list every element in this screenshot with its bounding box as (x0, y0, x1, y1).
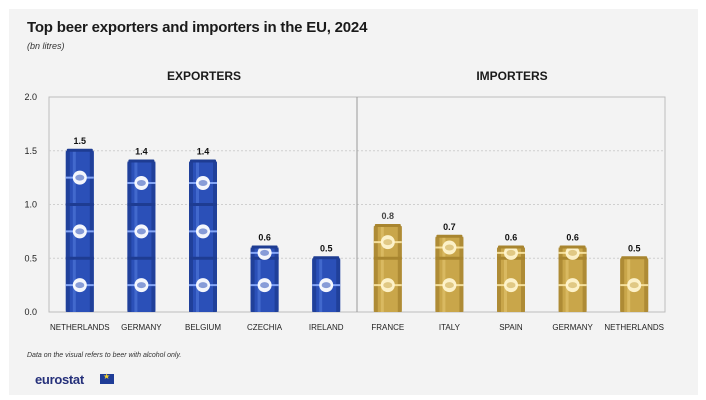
can-rim (65, 256, 94, 260)
y-tick-label: 0.0 (24, 307, 37, 317)
eu-flag-icon (100, 372, 114, 384)
category-label: NETHERLANDS (604, 323, 664, 332)
can-label-mark (506, 282, 516, 289)
bar-shade-left (127, 161, 132, 312)
eurostat-logo: eurostat (35, 372, 84, 387)
bar-shade-right (582, 247, 587, 312)
value-label: 1.4 (135, 147, 148, 157)
can-label-mark (444, 282, 454, 289)
can-label-mark (75, 174, 85, 181)
bar-shade-right (397, 226, 402, 312)
category-label: GERMANY (121, 323, 162, 332)
can-lid (374, 224, 401, 227)
can-rim (189, 256, 217, 260)
can-label-mark (198, 228, 208, 235)
can-label-mark (260, 282, 270, 289)
value-label: 0.5 (320, 243, 333, 253)
bar-shade-left (435, 236, 440, 312)
can-label-mark (75, 228, 85, 235)
chart-subtitle: (bn litres) (27, 41, 65, 51)
can-lid (436, 234, 463, 238)
bar-highlight (565, 247, 569, 312)
category-label: GERMANY (552, 323, 593, 332)
category-label: IRELAND (309, 323, 344, 332)
can-rim (65, 203, 94, 206)
bar-shade-right (213, 161, 217, 312)
can-lid (559, 245, 586, 249)
can-label-mark (198, 282, 208, 289)
can-label-mark (568, 249, 578, 256)
can-lid (66, 148, 93, 152)
value-label: 1.4 (197, 147, 210, 157)
can-label-mark (198, 180, 208, 186)
y-tick-label: 2.0 (24, 92, 37, 102)
value-label: 0.5 (628, 243, 641, 253)
can-rim (435, 256, 464, 260)
value-label: 0.6 (258, 233, 271, 243)
can-lid (251, 245, 278, 249)
bar-highlight (134, 161, 138, 312)
can-rim (189, 203, 217, 206)
category-label: BELGIUM (185, 323, 221, 332)
category-label: ITALY (439, 323, 461, 332)
bar-shade-left (250, 247, 255, 312)
can-rim (373, 256, 402, 260)
can-label-mark (75, 282, 85, 289)
value-label: 0.6 (505, 233, 518, 243)
y-tick-label: 1.5 (24, 146, 37, 156)
can-label-mark (383, 282, 393, 289)
footnote: Data on the visual refers to beer with a… (27, 352, 182, 359)
bar-shade-left (373, 226, 378, 312)
bar-shade-left (497, 247, 501, 312)
can-label-mark (136, 228, 146, 235)
bar-shade-right (151, 161, 156, 312)
can-label-mark (260, 249, 270, 256)
bar-highlight (196, 161, 199, 312)
can-label-mark (629, 282, 639, 289)
can-label-mark (506, 249, 516, 256)
can-label-mark (136, 180, 146, 186)
can-lid (190, 159, 216, 163)
can-rim (127, 256, 156, 260)
can-label-mark (568, 282, 578, 289)
bar-shade-left (558, 247, 563, 312)
bar-shade-right (521, 247, 525, 312)
value-label: 1.5 (74, 136, 87, 146)
chart-card (9, 9, 698, 395)
can-label-mark (136, 282, 146, 289)
bar-highlight (380, 226, 384, 312)
can-lid (498, 245, 524, 249)
category-label: SPAIN (499, 323, 523, 332)
can-lid (313, 256, 340, 260)
bar-shade-left (189, 161, 193, 312)
can-label-mark (383, 239, 393, 246)
group-label-exporters: EXPORTERS (166, 69, 242, 83)
chart-title: Top beer exporters and importers in the … (27, 19, 368, 36)
category-label: FRANCE (371, 323, 404, 332)
bar-highlight (442, 236, 446, 312)
value-label: 0.7 (443, 222, 456, 232)
can-lid (128, 159, 155, 163)
bar-shade-right (274, 247, 279, 312)
can-rim (127, 203, 156, 206)
value-label: 0.8 (382, 211, 395, 221)
value-label: 0.6 (566, 233, 579, 243)
bar-highlight (504, 247, 507, 312)
y-tick-label: 1.0 (24, 200, 37, 210)
bar-highlight (257, 247, 261, 312)
can-label-mark (321, 282, 331, 289)
group-label-importers: IMPORTERS (476, 69, 548, 83)
can-lid (621, 256, 648, 260)
y-tick-label: 0.5 (24, 253, 37, 263)
category-label: CZECHIA (247, 323, 283, 332)
can-label-mark (444, 244, 454, 251)
category-label: NETHERLANDS (50, 323, 110, 332)
bar-shade-right (459, 236, 464, 312)
